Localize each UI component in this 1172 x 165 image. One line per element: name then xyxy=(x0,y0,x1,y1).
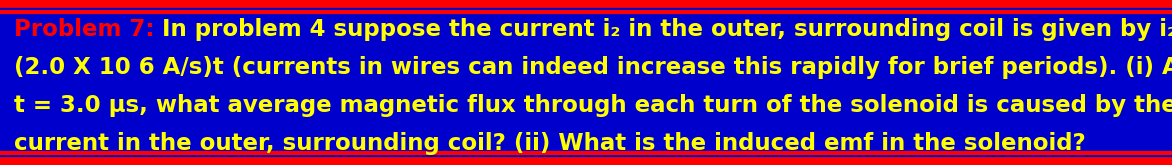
Text: In problem 4 suppose the current i₂ in the outer, surrounding coil is given by i: In problem 4 suppose the current i₂ in t… xyxy=(155,18,1172,41)
Text: current in the outer, surrounding coil? (ii) What is the induced emf in the sole: current in the outer, surrounding coil? … xyxy=(14,132,1085,155)
Text: t = 3.0 μs, what average magnetic flux through each turn of the solenoid is caus: t = 3.0 μs, what average magnetic flux t… xyxy=(14,94,1172,117)
Text: (2.0 X 10 6 A/s)t (currents in wires can indeed increase this rapidly for brief : (2.0 X 10 6 A/s)t (currents in wires can… xyxy=(14,56,1172,79)
Text: Problem 7:: Problem 7: xyxy=(14,18,155,41)
